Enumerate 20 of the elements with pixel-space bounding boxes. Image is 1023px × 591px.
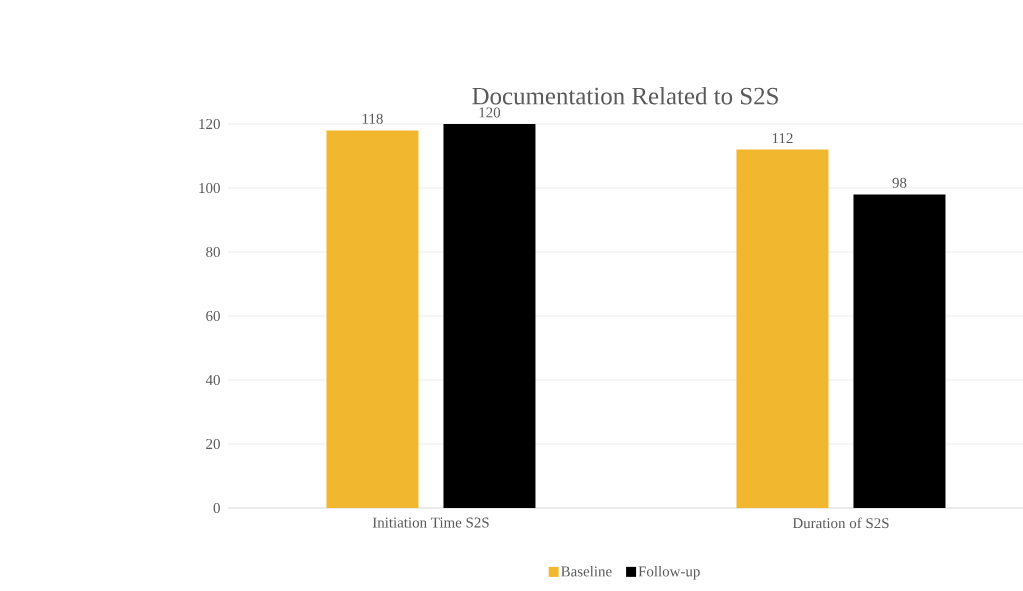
legend-label: Baseline: [561, 565, 612, 577]
data-label: 98: [892, 177, 907, 188]
bar: [853, 194, 946, 508]
y-tick-label: 0: [213, 502, 220, 514]
y-tick-label: 100: [199, 182, 220, 194]
x-tick-label: Initiation Time S2S: [372, 517, 489, 528]
y-tick-label: 80: [206, 246, 220, 258]
x-tick-label: Duration of S2S: [792, 517, 889, 529]
y-tick-label: 60: [206, 310, 220, 322]
chart-title: Documentation Related to S2S: [472, 86, 778, 105]
bar: [443, 124, 536, 508]
y-tick-label: 120: [199, 118, 220, 130]
y-tick-label: 20: [206, 438, 220, 450]
data-label: 112: [772, 133, 793, 144]
data-label: 118: [362, 113, 383, 124]
legend-label: Follow-up: [638, 565, 700, 580]
bar: [736, 149, 829, 508]
data-label: 120: [479, 107, 501, 118]
y-tick-label: 40: [205, 374, 220, 386]
bar: [326, 130, 419, 508]
